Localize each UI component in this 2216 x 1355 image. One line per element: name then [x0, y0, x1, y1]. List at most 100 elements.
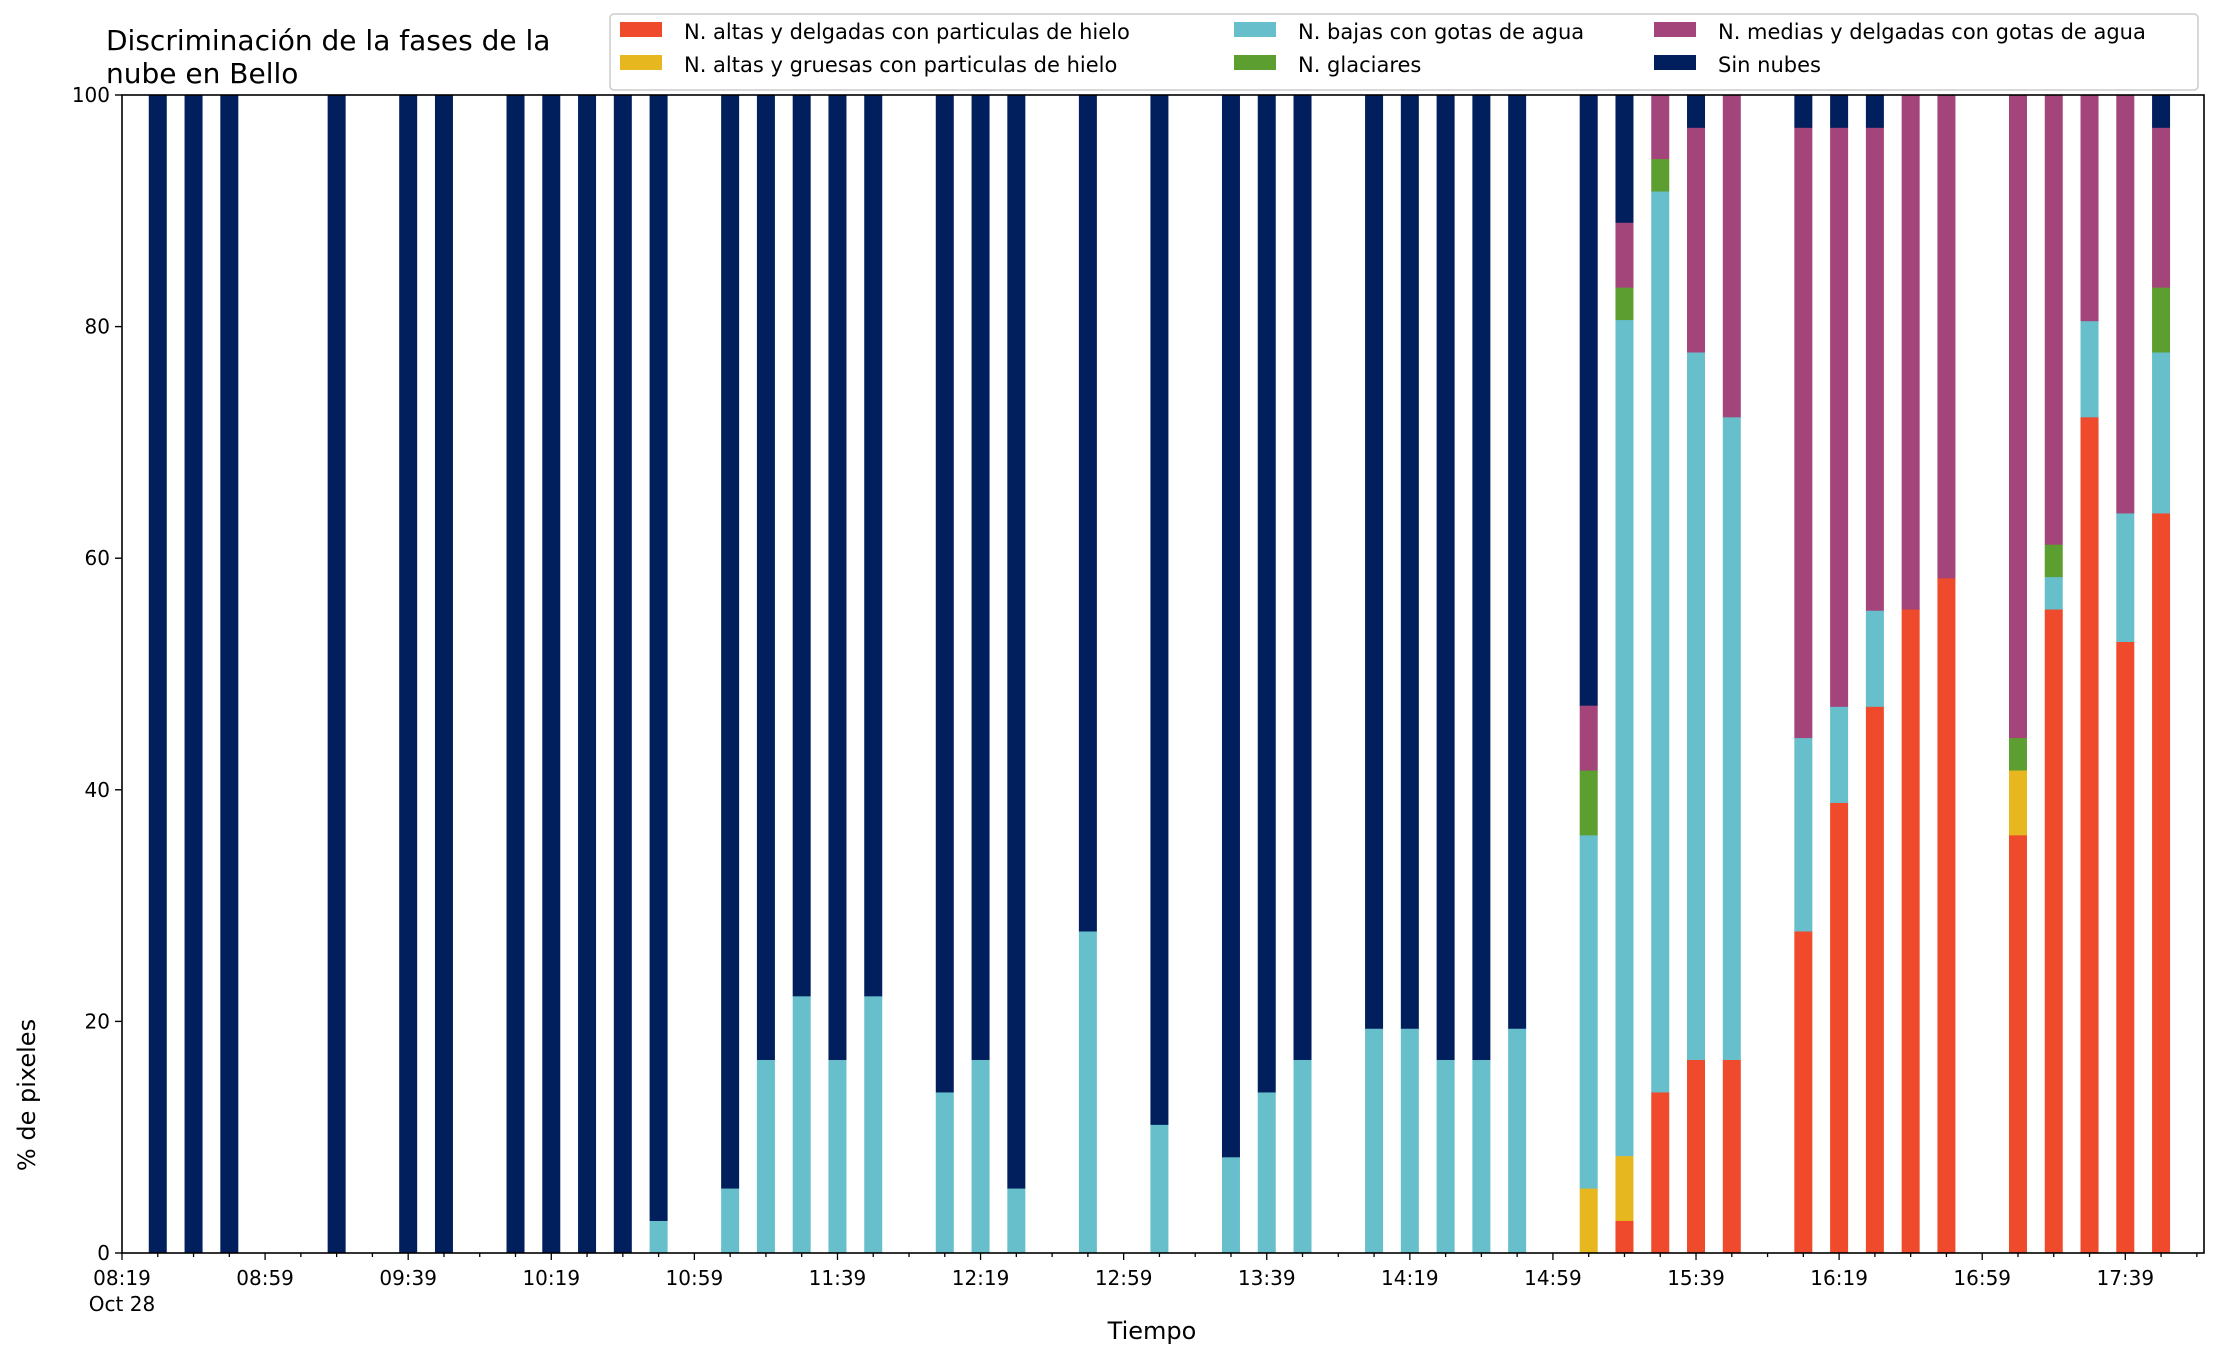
bar-segment-bajas: [1150, 1124, 1169, 1254]
y-tick-label: 40: [85, 778, 110, 802]
bar-segment-bajas: [2044, 576, 2063, 610]
bar-segment-bajas: [1436, 1059, 1455, 1254]
chart-title-line-1: Discriminación de la fases de la: [106, 24, 550, 57]
bar-segment-sin_nubes: [1436, 95, 1455, 1061]
bars-layer: [148, 95, 2171, 1254]
stacked-bar-14:29: [1436, 95, 1455, 1254]
legend-label-bajas: N. bajas con gotas de agua: [1298, 20, 1584, 44]
bar-segment-sin_nubes: [1400, 95, 1419, 1029]
stacked-bar-17:09: [2008, 95, 2027, 1254]
axes-layer: 0 20 40 60 80 100 08:19 08:59 09:39 10:19 10:59 11:…: [72, 83, 2205, 1316]
stacked-bar-10:19: [542, 95, 561, 1254]
stacked-bar-10:49: [649, 95, 668, 1254]
bar-segment-glaciares: [2008, 737, 2027, 771]
bar-segment-bajas: [1865, 610, 1884, 707]
legend-box: [609, 13, 2199, 91]
bar-segment-sin_nubes: [1830, 95, 1849, 128]
stacked-bar-12:09: [935, 95, 954, 1254]
bar-segment-bajas: [1221, 1156, 1240, 1254]
bar-segment-altas_delgadas: [1865, 706, 1884, 1254]
bar-segment-sin_nubes: [1865, 95, 1884, 128]
stacked-bar-09:49: [434, 95, 453, 1254]
stacked-bar-15:09: [1579, 95, 1598, 1254]
bar-segment-bajas: [971, 1059, 990, 1254]
stacked-bar-12:29: [1007, 95, 1026, 1254]
x-tick-label: 08:59: [236, 1266, 294, 1290]
bar-segment-sin_nubes: [1687, 95, 1706, 128]
bar-segment-altas_delgadas: [1901, 609, 1920, 1254]
bar-segment-altas_delgadas: [2152, 513, 2171, 1254]
bar-segment-sin_nubes: [1615, 95, 1634, 223]
bar-segment-sin_nubes: [434, 95, 453, 1254]
legend-swatch-altas_gruesas: [620, 55, 662, 70]
bar-segment-altas_delgadas: [2116, 641, 2135, 1254]
bar-segment-glaciares: [1615, 287, 1634, 321]
bar-segment-bajas: [1794, 737, 1813, 932]
bar-segment-sin_nubes: [1472, 95, 1491, 1061]
bar-segment-bajas: [1078, 931, 1097, 1254]
bar-segment-altas_delgadas: [1687, 1059, 1706, 1254]
bar-segment-medias: [2080, 95, 2099, 322]
bar-segment-bajas: [935, 1092, 954, 1254]
stacked-bar-09:19: [327, 95, 346, 1254]
bar-segment-altas_gruesas: [2008, 770, 2027, 836]
x-tick-label: 11:39: [809, 1266, 867, 1290]
bar-segment-altas_delgadas: [2044, 609, 2063, 1254]
x-tick-label: 16:19: [1810, 1266, 1868, 1290]
x-tick-label: 16:59: [1953, 1266, 2011, 1290]
bar-segment-altas_delgadas: [1651, 1092, 1670, 1254]
stacked-bar-17:19: [2044, 95, 2063, 1254]
legend-swatch-altas_delgadas: [620, 22, 662, 37]
bar-segment-altas_delgadas: [1937, 577, 1956, 1254]
legend-label-altas_delgadas: N. altas y delgadas con particulas de hi…: [684, 20, 1130, 44]
bar-segment-bajas: [1365, 1028, 1384, 1254]
stacked-bar-13:49: [1293, 95, 1312, 1254]
bar-segment-medias: [1865, 127, 1884, 611]
stacked-bar-11:19: [756, 95, 775, 1254]
x-tick-label: 10:19: [522, 1266, 580, 1290]
stacked-bar-11:09: [721, 95, 740, 1254]
legend-swatch-glaciares: [1234, 55, 1276, 70]
y-axis-label: % de pixeles: [13, 1019, 41, 1171]
y-tick-label: 80: [85, 315, 110, 339]
bar-segment-sin_nubes: [2152, 95, 2171, 128]
stacked-bar-16:29: [1865, 95, 1884, 1254]
bar-segment-medias: [1794, 127, 1813, 739]
stacked-bar-08:29: [148, 95, 167, 1254]
stacked-bar-12:19: [971, 95, 990, 1254]
x-tick-label: 13:39: [1238, 1266, 1296, 1290]
stacked-bar-14:39: [1472, 95, 1491, 1254]
bar-segment-sin_nubes: [1365, 95, 1384, 1029]
bar-segment-sin_nubes: [399, 95, 418, 1254]
bar-segment-glaciares: [2044, 544, 2063, 578]
bar-segment-sin_nubes: [649, 95, 668, 1221]
bar-segment-bajas: [1293, 1059, 1312, 1254]
stacked-bar-14:09: [1365, 95, 1384, 1254]
bar-segment-sin_nubes: [828, 95, 847, 1061]
bar-segment-sin_nubes: [220, 95, 239, 1254]
bar-segment-altas_gruesas: [1579, 1188, 1598, 1254]
bar-segment-glaciares: [1651, 158, 1670, 192]
x-tick-label: 09:39: [379, 1266, 437, 1290]
stacked-bar-17:29: [2080, 95, 2099, 1254]
x-tick-label: 17:39: [2096, 1266, 2154, 1290]
y-tick-label: 0: [97, 1241, 110, 1265]
bar-segment-altas_delgadas: [1830, 802, 1849, 1254]
stacked-bar-12:49: [1078, 95, 1097, 1254]
bar-segment-sin_nubes: [864, 95, 883, 997]
bar-segment-sin_nubes: [148, 95, 167, 1254]
bar-segment-medias: [1579, 705, 1598, 771]
stacked-bar-16:49: [1937, 95, 1956, 1254]
bar-segment-bajas: [1651, 191, 1670, 1093]
bar-segment-bajas: [1579, 834, 1598, 1189]
stacked-bar-16:39: [1901, 95, 1920, 1254]
bar-segment-sin_nubes: [1257, 95, 1276, 1093]
x-tick-label: 15:39: [1667, 1266, 1725, 1290]
bar-segment-glaciares: [1579, 770, 1598, 836]
stacked-bar-16:09: [1794, 95, 1813, 1254]
bar-segment-sin_nubes: [506, 95, 525, 1254]
stacked-bar-13:39: [1257, 95, 1276, 1254]
y-tick-label: 20: [85, 1009, 110, 1033]
bar-segment-medias: [2044, 95, 2063, 545]
